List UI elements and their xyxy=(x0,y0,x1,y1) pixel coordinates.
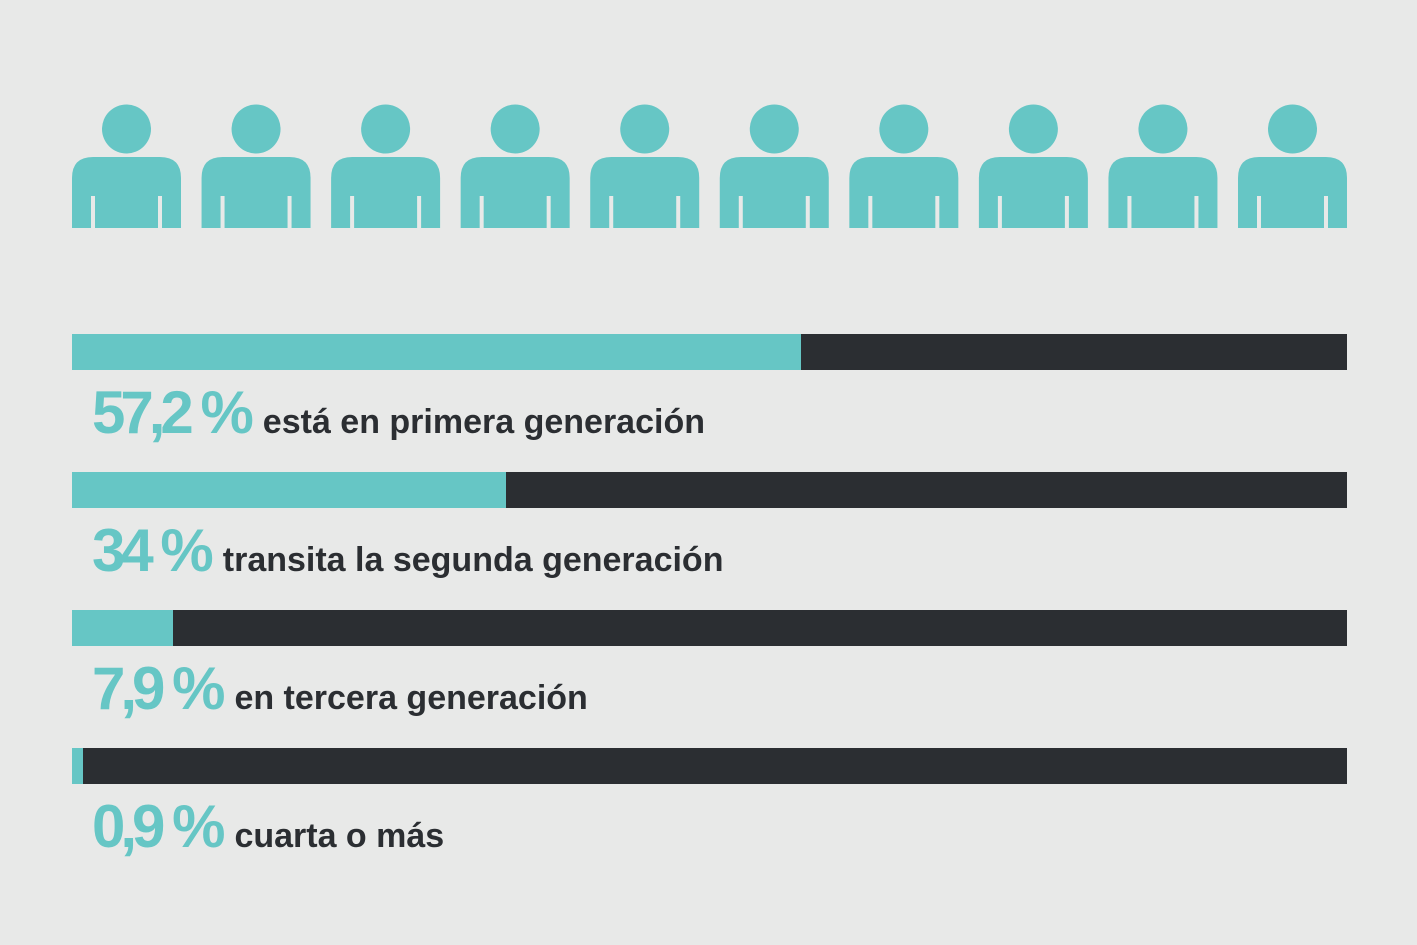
person-head xyxy=(749,104,799,154)
value-label: 7,9 % xyxy=(92,655,225,722)
person-body xyxy=(719,157,829,228)
bar-track xyxy=(72,472,1347,508)
arm-separator xyxy=(1257,196,1261,228)
person-body xyxy=(201,157,311,228)
arm-separator xyxy=(546,196,551,228)
person-body xyxy=(331,157,441,228)
person-body xyxy=(1108,157,1218,228)
person-icon xyxy=(331,104,441,228)
arm-separator xyxy=(997,196,1002,228)
person-icon xyxy=(978,104,1088,228)
bar-fill xyxy=(72,334,802,370)
arm-separator xyxy=(935,196,940,228)
person-body xyxy=(1238,157,1347,228)
person-icon xyxy=(590,104,700,228)
person-head xyxy=(102,104,151,154)
arm-separator xyxy=(868,196,873,228)
person-icon xyxy=(72,104,181,228)
arm-separator xyxy=(479,196,484,228)
person-body xyxy=(590,157,700,228)
arm-separator xyxy=(1324,196,1328,228)
arm-separator xyxy=(805,196,810,228)
arm-separator xyxy=(417,196,422,228)
person-head xyxy=(620,104,670,154)
arm-separator xyxy=(738,196,743,228)
bar-row: 57,2 % está en primera generación xyxy=(72,334,1347,472)
arm-separator xyxy=(1127,196,1132,228)
arm-separator xyxy=(91,196,95,228)
person-icon xyxy=(460,104,570,228)
bar-label: 57,2 % está en primera generación xyxy=(92,378,705,447)
category-label: transita la segunda generación xyxy=(222,541,724,579)
bar-row: 7,9 % en tercera generación xyxy=(72,610,1347,748)
arm-separator xyxy=(676,196,681,228)
value-label: 0,9 % xyxy=(92,793,225,860)
bar-track xyxy=(72,334,1347,370)
category-label: en tercera generación xyxy=(234,679,588,717)
bar-row: 34 % transita la segunda generación xyxy=(72,472,1347,610)
bar-label: 0,9 % cuarta o más xyxy=(92,792,444,861)
person-icon xyxy=(719,104,829,228)
bar-fill xyxy=(72,610,173,646)
bar-track xyxy=(72,748,1347,784)
bar-label: 34 % transita la segunda generación xyxy=(92,516,723,585)
arm-separator xyxy=(1194,196,1199,228)
bar-chart: 57,2 % está en primera generación 34 % tran… xyxy=(72,334,1347,886)
person-head xyxy=(1008,104,1058,154)
person-icon xyxy=(1108,104,1218,228)
arm-separator xyxy=(350,196,355,228)
people-icon-row xyxy=(72,104,1347,228)
person-icon xyxy=(1238,104,1347,228)
bar-fill xyxy=(72,472,506,508)
person-body xyxy=(460,157,570,228)
value-label: 57,2 % xyxy=(92,379,254,446)
category-label: cuarta o más xyxy=(234,817,445,855)
bar-label: 7,9 % en tercera generación xyxy=(92,654,588,723)
person-head xyxy=(1138,104,1188,154)
arm-separator xyxy=(1064,196,1069,228)
arm-separator xyxy=(287,196,292,228)
person-head xyxy=(879,104,929,154)
person-body xyxy=(849,157,959,228)
arm-separator xyxy=(220,196,225,228)
arm-separator xyxy=(158,196,162,228)
arm-separator xyxy=(609,196,614,228)
bar-track xyxy=(72,610,1347,646)
bar-fill xyxy=(72,748,84,784)
person-head xyxy=(231,104,281,154)
value-label: 34 % xyxy=(92,517,214,584)
person-head xyxy=(361,104,411,154)
person-head xyxy=(1268,104,1317,154)
person-body xyxy=(978,157,1088,228)
category-label: está en primera generación xyxy=(262,403,705,441)
person-icon xyxy=(849,104,959,228)
bar-row: 0,9 % cuarta o más xyxy=(72,748,1347,886)
person-body xyxy=(72,157,181,228)
person-icon xyxy=(201,104,311,228)
person-head xyxy=(490,104,540,154)
